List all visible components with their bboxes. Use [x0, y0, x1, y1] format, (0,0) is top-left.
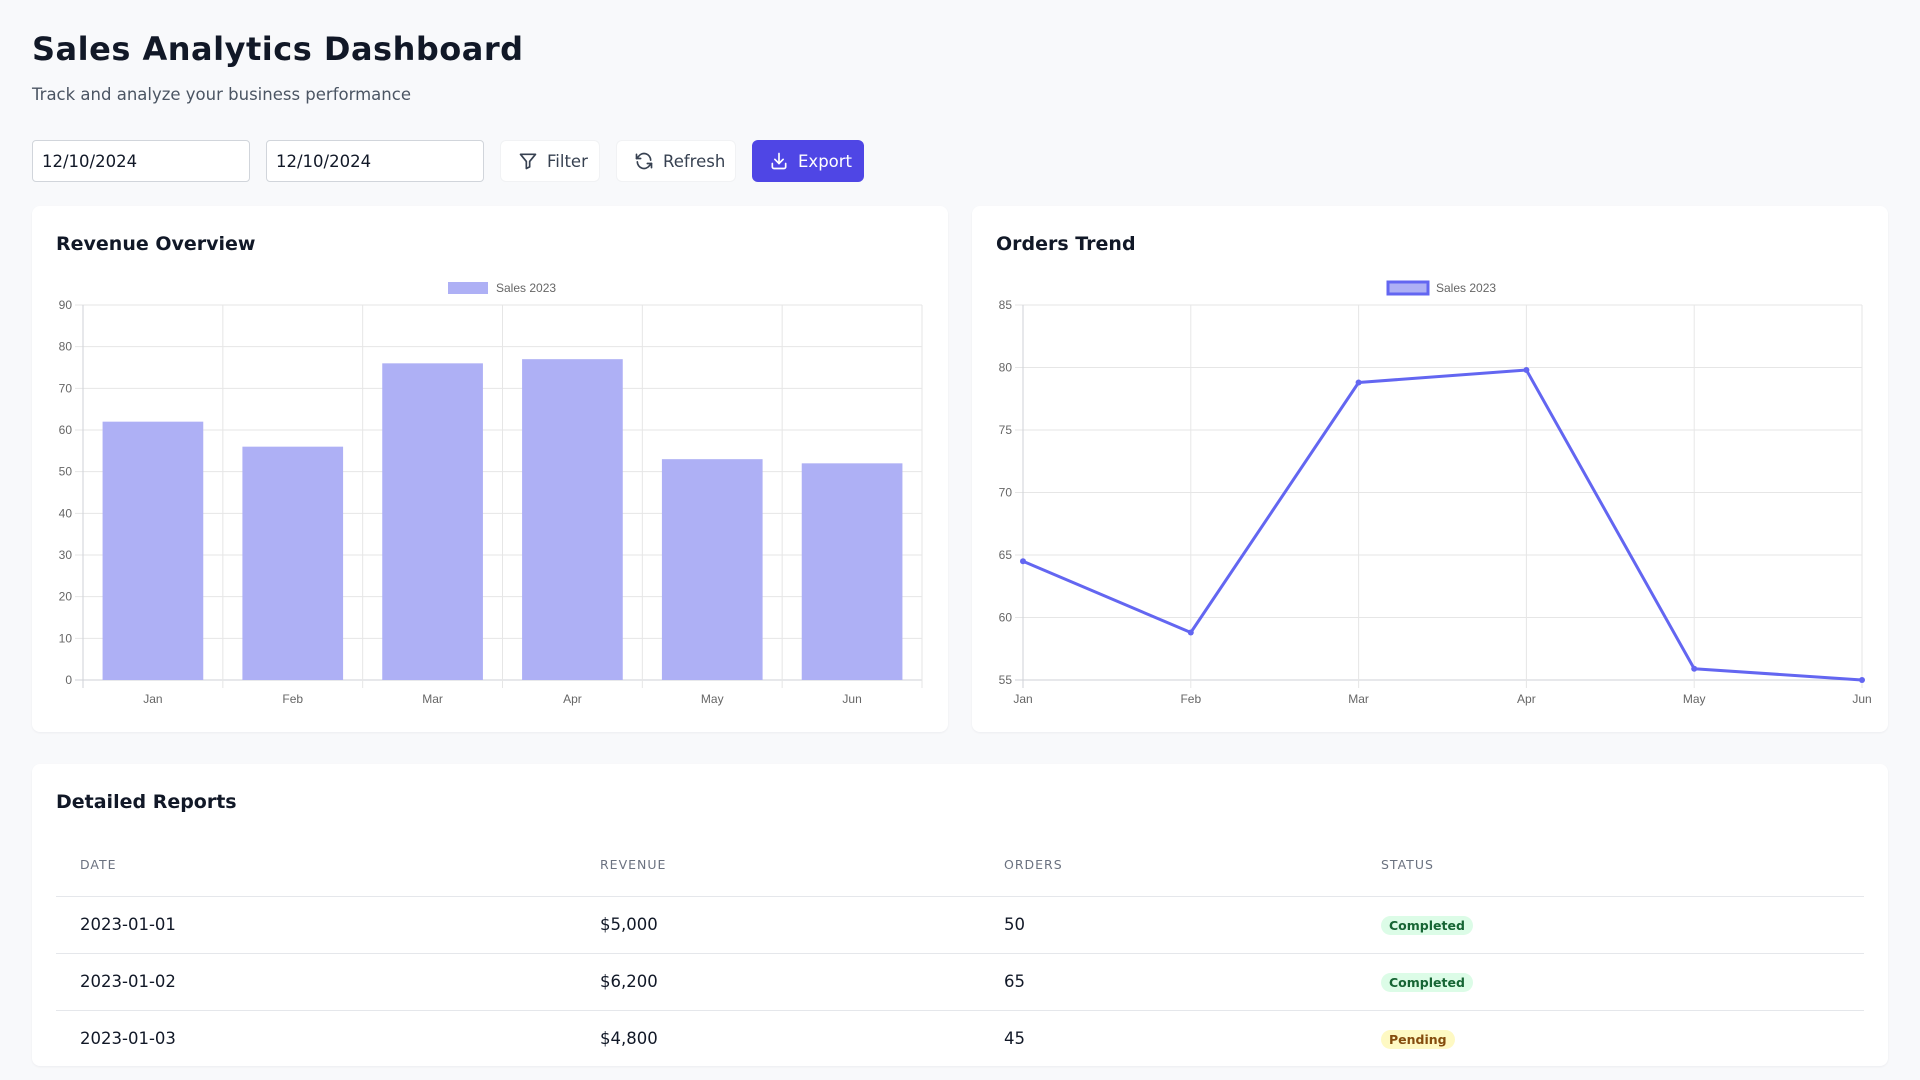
x-tick-label: Jun — [842, 692, 861, 706]
export-button[interactable]: Export — [752, 140, 864, 182]
y-tick-label: 10 — [59, 631, 73, 645]
y-tick-label: 75 — [999, 423, 1013, 437]
y-tick-label: 0 — [65, 673, 72, 687]
y-tick-label: 70 — [59, 381, 73, 395]
orders-trend-card: Orders Trend Sales 2023 55 60 65 70 75 80 85 Jan… — [972, 206, 1888, 732]
table-row: 2023-01-03 $4,800 45 Pending — [56, 1010, 1864, 1067]
bar — [522, 359, 623, 680]
reports-table: DATE REVENUE ORDERS STATUS 2023-01-01 $5… — [56, 834, 1864, 1067]
status-cell: Completed — [1357, 896, 1864, 954]
data-point — [1859, 677, 1865, 683]
x-tick-label: Apr — [563, 692, 582, 706]
export-button-label: Export — [798, 151, 853, 171]
legend-swatch — [1386, 280, 1430, 296]
y-tick-label: 80 — [999, 361, 1013, 375]
table-row: 2023-01-01 $5,000 50 Completed — [56, 896, 1864, 954]
y-tick-label: 50 — [59, 465, 73, 479]
revenue-cell: $5,000 — [576, 896, 980, 954]
bar — [801, 463, 903, 680]
detailed-reports-card: Detailed Reports DATE REVENUE ORDERS STA… — [32, 764, 1888, 1066]
table-row: 2023-01-02 $6,200 65 Completed — [56, 953, 1864, 1011]
revenue-cell: $6,200 — [576, 953, 980, 1011]
bar — [661, 459, 763, 680]
filter-icon — [519, 153, 537, 170]
x-tick-label: Apr — [1517, 692, 1536, 706]
orders-cell: 65 — [980, 953, 1357, 1011]
table-header-row: DATE REVENUE ORDERS STATUS — [56, 834, 1864, 897]
x-tick-label: Feb — [1180, 692, 1201, 706]
data-point — [1187, 629, 1194, 636]
series-line — [1022, 368, 1863, 682]
status-cell: Completed — [1357, 953, 1864, 1011]
column-header-status: STATUS — [1357, 834, 1864, 897]
data-point — [1523, 367, 1530, 373]
revenue-overview-card: Revenue Overview Sales 2023 0 10 20 30 40 50 60… — [32, 206, 948, 732]
x-tick-label: Mar — [422, 692, 443, 706]
refresh-icon — [635, 152, 653, 170]
y-tick-label: 70 — [999, 486, 1013, 500]
status-badge: Completed — [1381, 915, 1473, 935]
y-tick-label: 85 — [999, 298, 1013, 312]
y-tick-label: 90 — [59, 298, 73, 312]
revenue-cell: $4,800 — [600, 1029, 658, 1049]
refresh-button[interactable]: Refresh — [616, 140, 736, 182]
y-tick-label: 60 — [999, 611, 1013, 625]
reports-card-title: Detailed Reports — [56, 791, 237, 813]
data-point — [1355, 379, 1362, 386]
x-tick-label: Jan — [1013, 692, 1032, 706]
page-title: Sales Analytics Dashboard — [32, 30, 524, 68]
refresh-button-label: Refresh — [663, 151, 726, 171]
x-tick-label: May — [1683, 692, 1706, 706]
end-date-input[interactable] — [266, 140, 484, 182]
y-tick-label: 65 — [999, 548, 1013, 562]
y-tick-label: 30 — [59, 548, 73, 562]
date-cell: 2023-01-03 — [80, 1029, 176, 1049]
y-tick-label: 20 — [59, 590, 73, 604]
x-tick-label: Jun — [1852, 692, 1871, 706]
status-cell: Pending — [1357, 1010, 1864, 1067]
status-badge: Completed — [1381, 972, 1473, 992]
revenue-card-title: Revenue Overview — [56, 233, 256, 255]
y-tick-label: 80 — [59, 340, 73, 354]
x-tick-label: Feb — [282, 692, 303, 706]
orders-line-chart: Sales 2023 55 60 65 70 75 80 85 Jan Feb Mar Apr May J… — [999, 280, 1872, 706]
legend-swatch — [448, 282, 488, 294]
status-badge: Pending — [1381, 1029, 1455, 1049]
legend-label: Sales 2023 — [496, 281, 556, 295]
orders-card-title: Orders Trend — [996, 233, 1136, 255]
filter-button[interactable]: Filter — [500, 140, 600, 182]
x-tick-label: Jan — [143, 692, 162, 706]
filter-button-label: Filter — [547, 151, 588, 171]
download-icon — [771, 152, 787, 170]
date-cell: 2023-01-01 — [56, 896, 576, 954]
y-tick-label: 40 — [59, 506, 73, 520]
start-date-input[interactable] — [32, 140, 250, 182]
date-cell: 2023-01-02 — [56, 953, 576, 1011]
legend-label: Sales 2023 — [1436, 281, 1496, 295]
bar — [242, 446, 344, 680]
orders-cell: 45 — [1004, 1029, 1025, 1049]
column-header-revenue: REVENUE — [576, 834, 980, 897]
page-subtitle: Track and analyze your business performa… — [32, 85, 411, 104]
bar — [102, 421, 204, 680]
x-tick-label: Mar — [1348, 692, 1369, 706]
data-point — [1691, 665, 1698, 672]
y-tick-label: 60 — [59, 423, 73, 437]
column-header-date: DATE — [56, 834, 576, 897]
orders-cell: 50 — [980, 896, 1357, 954]
column-header-orders: ORDERS — [980, 834, 1357, 897]
y-tick-label: 55 — [999, 673, 1013, 687]
revenue-bar-chart: Sales 2023 0 10 20 30 40 50 60 70 80 90 Jan Feb Mar Ap… — [59, 281, 923, 706]
data-point — [1020, 558, 1026, 565]
bar — [382, 363, 483, 680]
x-tick-label: May — [701, 692, 724, 706]
